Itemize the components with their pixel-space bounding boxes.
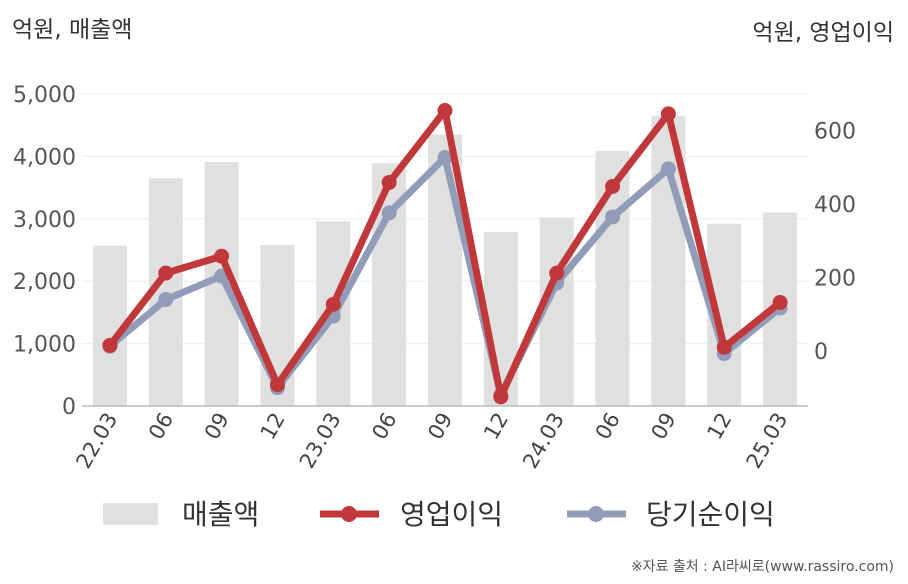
legend: 매출액 영업이익 당기순이익 — [103, 498, 775, 531]
x-tick-label: 12 — [479, 409, 513, 444]
point-operating-profit — [493, 389, 509, 405]
point-operating-profit — [381, 174, 397, 190]
source-note: ※자료 출처 : AI라씨로(www.rassiro.com) — [631, 559, 894, 575]
point-net-income — [437, 150, 453, 166]
point-operating-profit — [772, 294, 788, 310]
point-operating-profit — [716, 339, 732, 355]
right-tick-label: 200 — [814, 267, 856, 292]
right-axis-unit: 억원, 영업이익 — [752, 20, 894, 46]
right-tick-label: 600 — [814, 120, 856, 145]
left-tick-label: 5,000 — [13, 83, 76, 108]
legend-label-operating-profit: 영업이익 — [400, 498, 503, 531]
x-tick-label: 09 — [423, 409, 457, 444]
x-axis-ticks: 22.03 06 09 12 23.03 06 09 12 24.03 06 09 12 25.03 — [71, 409, 792, 473]
point-operating-profit — [214, 248, 230, 264]
legend-label-net-income: 당기순이익 — [646, 498, 775, 531]
right-tick-label: 0 — [814, 340, 828, 365]
x-tick-label: 06 — [144, 409, 178, 444]
left-tick-label: 1,000 — [13, 333, 76, 358]
x-tick-label: 23.03 — [295, 409, 346, 473]
x-tick-label: 22.03 — [71, 409, 122, 473]
left-axis-unit: 억원, 매출액 — [12, 17, 132, 43]
left-axis-ticks: 0 1,000 2,000 3,000 4,000 5,000 — [13, 83, 76, 420]
right-axis-ticks: 0 200 400 600 — [814, 120, 856, 365]
x-tick-label: 12 — [256, 409, 290, 444]
x-tick-label: 25.03 — [742, 409, 793, 473]
point-operating-profit — [605, 178, 621, 194]
right-tick-label: 400 — [814, 193, 856, 218]
x-tick-label: 06 — [591, 409, 625, 444]
legend-marker-operating-profit — [341, 506, 357, 522]
point-net-income — [158, 292, 174, 308]
x-tick-label: 06 — [367, 409, 401, 444]
point-operating-profit — [325, 296, 341, 312]
left-tick-label: 0 — [62, 395, 76, 420]
point-net-income — [381, 205, 397, 221]
point-operating-profit — [269, 377, 285, 393]
point-net-income — [660, 161, 676, 177]
legend-marker-net-income — [588, 506, 604, 522]
point-operating-profit — [437, 103, 453, 119]
lines — [102, 103, 788, 405]
x-tick-label: 24.03 — [518, 409, 569, 473]
x-tick-label: 12 — [702, 409, 736, 444]
x-tick-label: 09 — [200, 409, 234, 444]
point-operating-profit — [549, 265, 565, 281]
legend-swatch-revenue — [103, 503, 158, 525]
point-net-income — [605, 209, 621, 225]
x-tick-label: 09 — [647, 409, 681, 444]
left-tick-label: 2,000 — [13, 270, 76, 295]
point-operating-profit — [660, 106, 676, 122]
point-operating-profit — [102, 337, 118, 353]
left-tick-label: 4,000 — [13, 145, 76, 170]
legend-label-revenue: 매출액 — [182, 498, 259, 531]
left-tick-label: 3,000 — [13, 208, 76, 233]
point-operating-profit — [158, 265, 174, 281]
